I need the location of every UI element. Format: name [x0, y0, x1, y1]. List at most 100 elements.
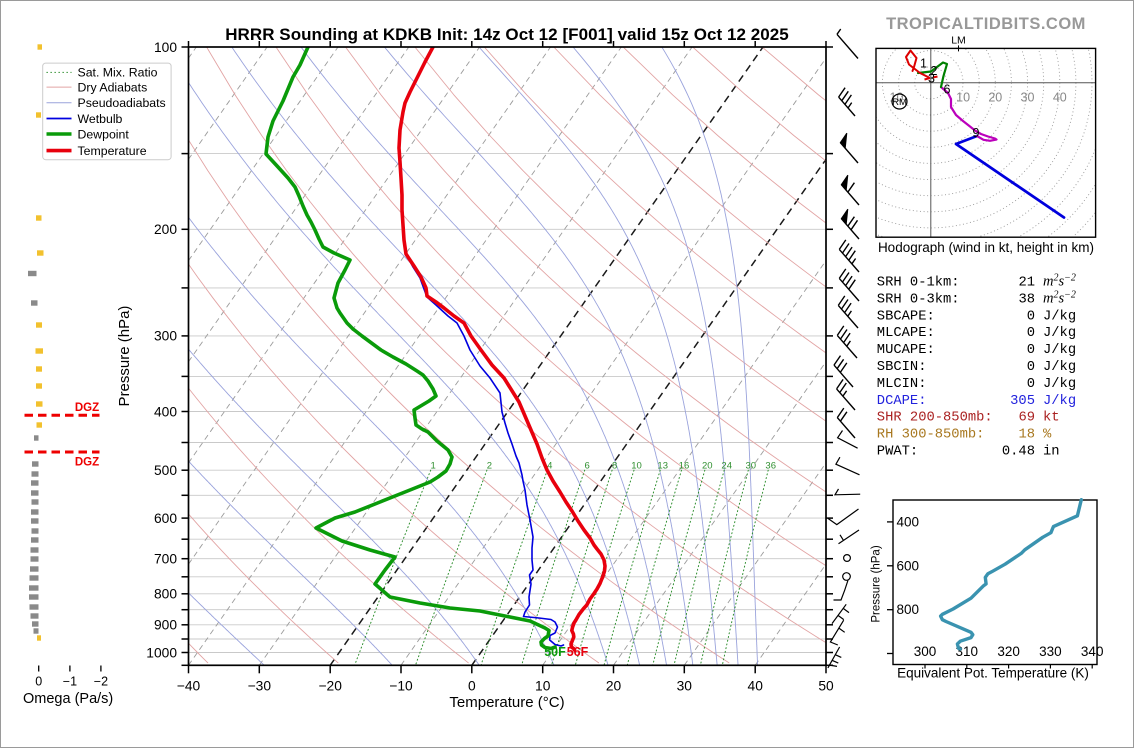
svg-text:Wetbulb: Wetbulb	[78, 112, 123, 126]
svg-text:1000: 1000	[146, 645, 177, 660]
svg-text:Pressure (hPa): Pressure (hPa)	[116, 306, 133, 407]
svg-text:20: 20	[702, 461, 713, 472]
svg-text:0: 0	[35, 675, 42, 689]
svg-text:24: 24	[721, 461, 732, 472]
svg-text:800: 800	[154, 587, 177, 602]
svg-text:RM: RM	[892, 97, 907, 108]
svg-text:J/kg: J/kg	[1043, 376, 1076, 392]
svg-text:200: 200	[154, 222, 177, 237]
svg-text:9: 9	[973, 126, 980, 140]
svg-text:SBCAPE:: SBCAPE:	[877, 309, 935, 324]
svg-text:J/kg: J/kg	[1043, 359, 1076, 375]
svg-text:RH 300-850mb:: RH 300-850mb:	[877, 427, 985, 443]
svg-text:10: 10	[631, 461, 642, 472]
svg-text:0: 0	[1027, 326, 1035, 341]
svg-text:38: 38	[1018, 292, 1035, 307]
svg-text:DGZ: DGZ	[75, 457, 99, 469]
svg-text:320: 320	[997, 644, 1020, 659]
svg-text:21: 21	[1018, 276, 1035, 291]
svg-text:2: 2	[487, 461, 492, 472]
svg-text:3: 3	[928, 72, 935, 86]
svg-text:13: 13	[657, 461, 668, 472]
svg-text:LM: LM	[951, 35, 966, 47]
svg-text:0.48: 0.48	[1002, 445, 1035, 460]
svg-text:PWAT:: PWAT:	[877, 445, 918, 460]
svg-text:HRRR Sounding at KDKB Init: 14: HRRR Sounding at KDKB Init: 14z Oct 12 […	[225, 25, 789, 44]
svg-text:MLCAPE:: MLCAPE:	[877, 326, 935, 341]
svg-text:DCAPE:: DCAPE:	[877, 394, 927, 409]
svg-text:TROPICALTIDBITS.COM: TROPICALTIDBITS.COM	[886, 15, 1086, 33]
svg-text:8: 8	[612, 461, 617, 472]
svg-text:30: 30	[1021, 91, 1035, 105]
svg-text:6: 6	[585, 461, 590, 472]
svg-text:6: 6	[944, 83, 951, 97]
svg-text:0: 0	[1027, 343, 1035, 358]
svg-text:16: 16	[679, 461, 690, 472]
svg-text:Temperature (°C): Temperature (°C)	[449, 694, 564, 711]
svg-text:20: 20	[988, 91, 1002, 105]
svg-text:30: 30	[746, 461, 757, 472]
svg-text:0: 0	[1027, 309, 1035, 324]
svg-text:Dewpoint: Dewpoint	[78, 127, 130, 141]
svg-text:SRH 0-3km:: SRH 0-3km:	[877, 291, 960, 307]
svg-text:0: 0	[468, 679, 476, 694]
svg-text:305: 305	[1010, 394, 1035, 409]
svg-text:4: 4	[547, 461, 552, 472]
svg-text:J/kg: J/kg	[1043, 308, 1076, 324]
svg-text:2: 2	[931, 64, 938, 78]
svg-text:in: in	[1043, 444, 1060, 460]
svg-text:Sat. Mix. Ratio: Sat. Mix. Ratio	[78, 66, 158, 80]
svg-text:800: 800	[897, 602, 920, 617]
svg-text:−10: −10	[389, 679, 413, 694]
svg-text:MUCAPE:: MUCAPE:	[877, 343, 935, 358]
svg-text:40: 40	[748, 679, 764, 694]
svg-text:0: 0	[1027, 377, 1035, 392]
svg-text:Dry Adiabats: Dry Adiabats	[78, 80, 148, 94]
svg-text:10: 10	[956, 91, 970, 105]
svg-text:%: %	[1043, 428, 1052, 443]
svg-text:600: 600	[897, 558, 920, 573]
svg-text:10: 10	[535, 679, 551, 694]
svg-text:400: 400	[897, 514, 920, 529]
svg-text:100: 100	[154, 40, 177, 55]
svg-text:56F: 56F	[567, 645, 589, 659]
svg-text:Omega (Pa/s): Omega (Pa/s)	[23, 691, 113, 707]
svg-text:300: 300	[914, 644, 937, 659]
svg-text:300: 300	[154, 329, 177, 344]
svg-text:0: 0	[1027, 360, 1035, 375]
svg-text:Hodograph (wind in kt, height: Hodograph (wind in kt, height in km)	[878, 240, 1094, 255]
svg-text:−30: −30	[248, 679, 272, 694]
svg-text:J/kg: J/kg	[1043, 393, 1076, 409]
svg-text:50F: 50F	[544, 645, 566, 659]
svg-text:40: 40	[1053, 91, 1067, 105]
svg-text:kt: kt	[1043, 410, 1060, 426]
svg-text:MLCIN:: MLCIN:	[877, 377, 927, 392]
svg-text:18: 18	[1018, 428, 1035, 443]
svg-text:−1: −1	[63, 675, 77, 689]
svg-text:700: 700	[154, 552, 177, 567]
svg-text:DGZ: DGZ	[75, 402, 99, 414]
svg-text:340: 340	[1081, 644, 1104, 659]
svg-text:J/kg: J/kg	[1043, 325, 1076, 341]
svg-text:400: 400	[154, 404, 177, 419]
svg-text:Pseudoadiabats: Pseudoadiabats	[78, 96, 166, 110]
svg-text:900: 900	[154, 618, 177, 633]
svg-text:−40: −40	[177, 679, 201, 694]
svg-text:500: 500	[154, 463, 177, 478]
svg-text:50: 50	[818, 679, 834, 694]
svg-text:30: 30	[677, 679, 693, 694]
svg-text:Temperature: Temperature	[78, 144, 147, 158]
svg-text:−20: −20	[318, 679, 342, 694]
svg-text:330: 330	[1039, 644, 1062, 659]
svg-text:1: 1	[920, 57, 927, 71]
svg-text:Equivalent Pot. Temperature (K: Equivalent Pot. Temperature (K)	[897, 666, 1089, 681]
svg-text:SRH 0-1km:: SRH 0-1km:	[877, 275, 960, 291]
svg-text:36: 36	[765, 461, 776, 472]
svg-text:69: 69	[1018, 411, 1035, 426]
svg-text:1: 1	[431, 461, 436, 472]
svg-text:J/kg: J/kg	[1043, 342, 1076, 358]
svg-text:SBCIN:: SBCIN:	[877, 360, 927, 375]
svg-text:600: 600	[154, 511, 177, 526]
svg-text:SHR 200-850mb:: SHR 200-850mb:	[877, 410, 993, 426]
svg-text:−2: −2	[94, 675, 108, 689]
